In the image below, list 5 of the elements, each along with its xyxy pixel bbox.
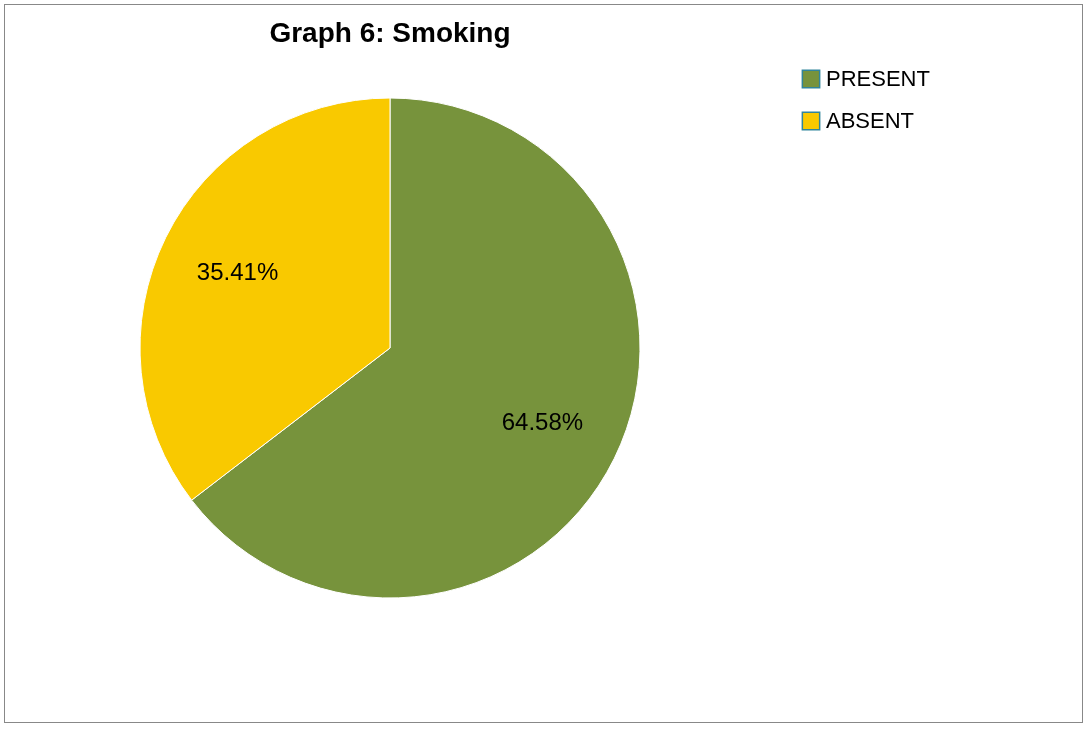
legend-label: PRESENT [826,66,930,91]
data-label: 64.58% [501,408,584,436]
chart-title: Graph 6: Smoking [269,17,511,48]
legend-label: ABSENT [826,108,915,133]
data-label: 35.41% [196,257,279,285]
